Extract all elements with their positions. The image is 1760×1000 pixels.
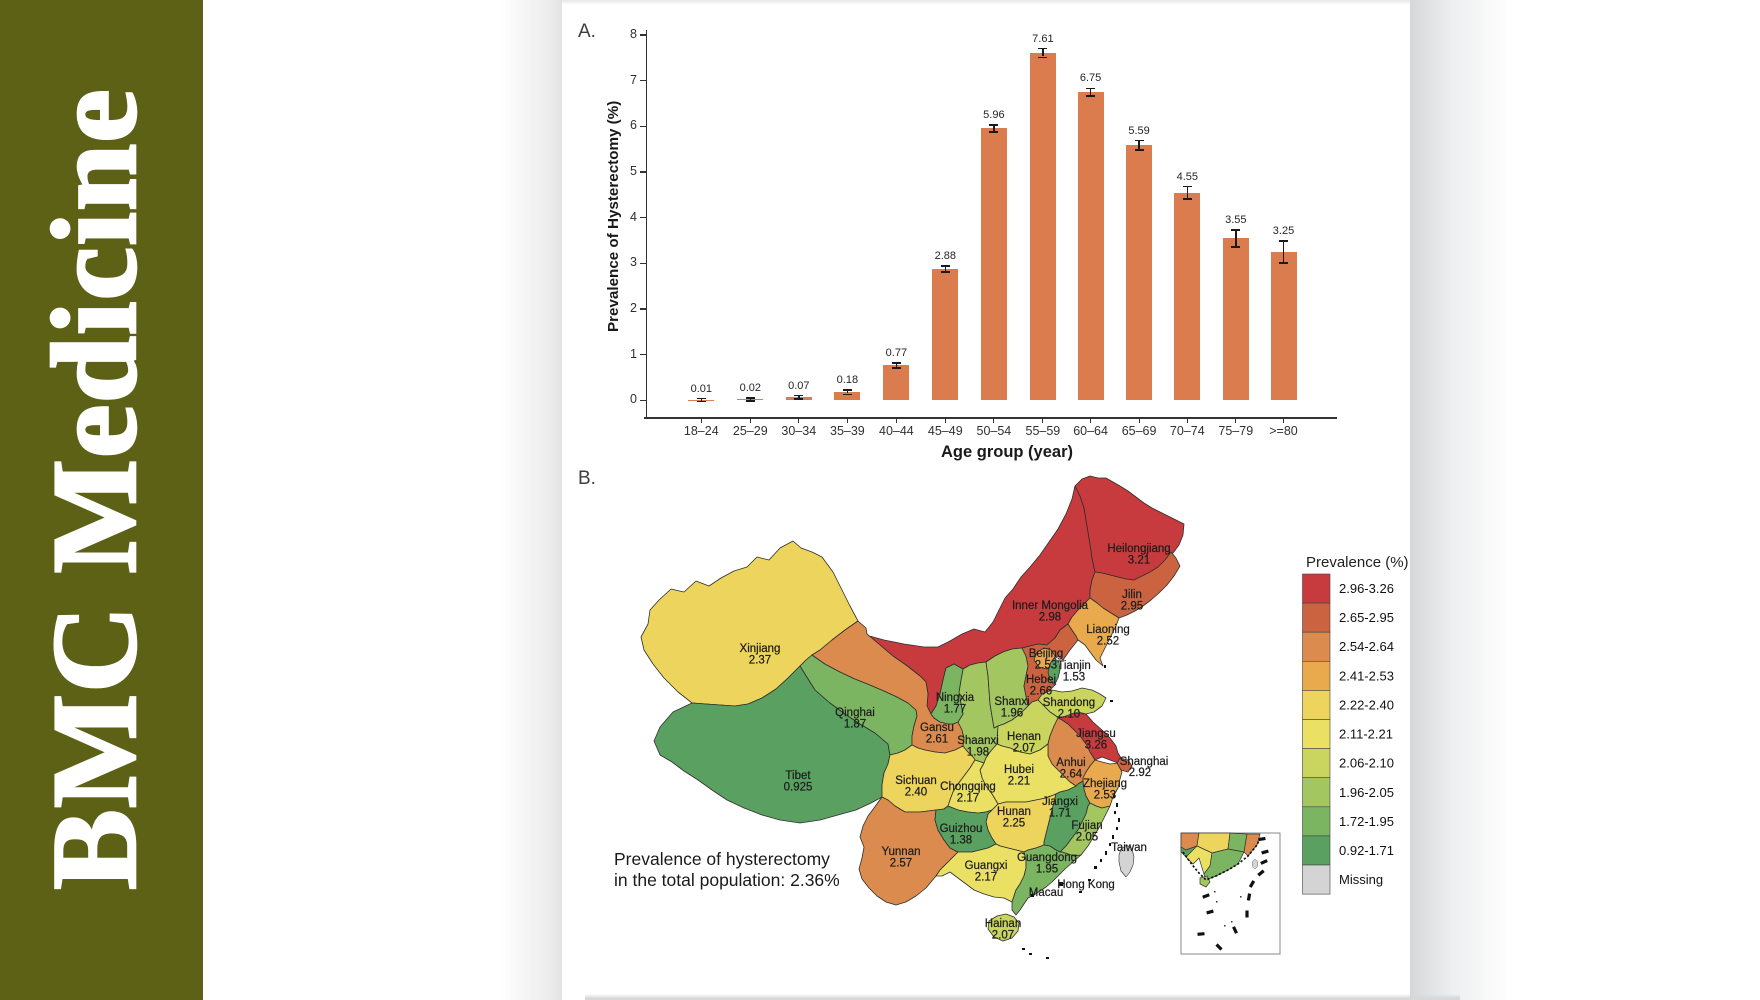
svg-text:2.65-2.95: 2.65-2.95 — [1339, 610, 1394, 625]
svg-text:2.06-2.10: 2.06-2.10 — [1339, 756, 1394, 771]
svg-text:Zhejiang: Zhejiang — [1083, 778, 1127, 790]
svg-text:2.98: 2.98 — [1039, 612, 1061, 624]
svg-text:Liaoning: Liaoning — [1086, 624, 1129, 636]
svg-text:Hong Kong: Hong Kong — [1057, 879, 1115, 891]
svg-text:2.41-2.53: 2.41-2.53 — [1339, 668, 1394, 683]
svg-text:Shanghai: Shanghai — [1120, 756, 1169, 768]
svg-text:1.53: 1.53 — [1063, 672, 1085, 684]
svg-text:2.07: 2.07 — [1013, 743, 1035, 755]
svg-text:Tibet: Tibet — [785, 770, 811, 782]
svg-text:1.96: 1.96 — [1001, 708, 1023, 720]
svg-text:1.87: 1.87 — [844, 719, 866, 731]
svg-text:Fujian: Fujian — [1071, 820, 1102, 832]
svg-text:Taiwan: Taiwan — [1111, 842, 1147, 854]
svg-text:0.92-1.71: 0.92-1.71 — [1339, 843, 1394, 858]
svg-text:Xinjiang: Xinjiang — [740, 643, 781, 655]
svg-text:Guangxi: Guangxi — [965, 860, 1008, 872]
svg-text:Missing: Missing — [1339, 872, 1383, 887]
svg-text:Qinghai: Qinghai — [835, 707, 875, 719]
svg-text:Shandong: Shandong — [1043, 697, 1095, 709]
svg-text:2.25: 2.25 — [1003, 818, 1025, 830]
svg-text:2.64: 2.64 — [1060, 769, 1083, 781]
svg-text:2.53: 2.53 — [1094, 790, 1116, 802]
svg-text:2.92: 2.92 — [1129, 767, 1151, 779]
svg-text:Chongqing: Chongqing — [940, 781, 996, 793]
svg-text:Guangdong: Guangdong — [1017, 852, 1077, 864]
svg-text:3.26: 3.26 — [1085, 740, 1107, 752]
svg-text:1.98: 1.98 — [967, 747, 989, 759]
svg-text:Hunan: Hunan — [997, 806, 1031, 818]
svg-text:2.57: 2.57 — [890, 858, 912, 870]
svg-text:Guizhou: Guizhou — [940, 823, 983, 835]
svg-text:Jiangxi: Jiangxi — [1042, 796, 1078, 808]
svg-text:1.38: 1.38 — [950, 835, 972, 847]
svg-text:Yunnan: Yunnan — [881, 846, 920, 858]
svg-text:Shanxi: Shanxi — [994, 696, 1029, 708]
svg-text:Macau: Macau — [1029, 887, 1064, 899]
svg-text:1.96-2.05: 1.96-2.05 — [1339, 785, 1394, 800]
svg-text:2.10: 2.10 — [1058, 709, 1080, 721]
svg-text:Tianjin: Tianjin — [1057, 660, 1090, 672]
svg-text:2.07: 2.07 — [992, 930, 1014, 942]
svg-text:Hebei: Hebei — [1026, 674, 1056, 686]
svg-text:2.40: 2.40 — [905, 787, 927, 799]
svg-text:2.05: 2.05 — [1076, 832, 1098, 844]
svg-text:2.37: 2.37 — [749, 655, 771, 667]
svg-text:2.22-2.40: 2.22-2.40 — [1339, 697, 1394, 712]
svg-text:Gansu: Gansu — [920, 722, 954, 734]
svg-text:Heilongjiang: Heilongjiang — [1107, 543, 1170, 555]
svg-text:2.54-2.64: 2.54-2.64 — [1339, 639, 1394, 654]
svg-text:Inner Mongolia: Inner Mongolia — [1012, 600, 1089, 612]
svg-text:1.71: 1.71 — [1049, 808, 1071, 820]
svg-text:2.17: 2.17 — [975, 872, 997, 884]
svg-text:2.52: 2.52 — [1097, 636, 1119, 648]
svg-text:Hubei: Hubei — [1004, 764, 1034, 776]
svg-text:2.53: 2.53 — [1035, 660, 1057, 672]
svg-text:2.96-3.26: 2.96-3.26 — [1339, 581, 1394, 596]
svg-text:Ningxia: Ningxia — [936, 692, 975, 704]
svg-text:3.21: 3.21 — [1128, 555, 1150, 567]
svg-text:2.95: 2.95 — [1121, 601, 1143, 613]
svg-text:2.61: 2.61 — [926, 734, 948, 746]
svg-text:1.77: 1.77 — [944, 704, 966, 716]
svg-text:Beijing: Beijing — [1029, 648, 1064, 660]
svg-text:Henan: Henan — [1007, 731, 1041, 743]
svg-text:2.21: 2.21 — [1008, 776, 1030, 788]
svg-text:Prevalence (%): Prevalence (%) — [1306, 554, 1409, 571]
svg-text:1.72-1.95: 1.72-1.95 — [1339, 814, 1394, 829]
svg-text:Anhui: Anhui — [1056, 757, 1085, 769]
svg-text:Shaanxi: Shaanxi — [957, 735, 999, 747]
svg-text:Jiangsu: Jiangsu — [1076, 728, 1116, 740]
svg-text:2.66: 2.66 — [1030, 686, 1052, 698]
svg-text:Hainan: Hainan — [985, 918, 1021, 930]
svg-text:1.95: 1.95 — [1036, 864, 1058, 876]
svg-text:2.17: 2.17 — [957, 793, 979, 805]
svg-text:Sichuan: Sichuan — [895, 775, 937, 787]
svg-text:Jilin: Jilin — [1122, 589, 1142, 601]
svg-text:0.925: 0.925 — [784, 782, 813, 794]
svg-text:2.11-2.21: 2.11-2.21 — [1339, 727, 1393, 742]
